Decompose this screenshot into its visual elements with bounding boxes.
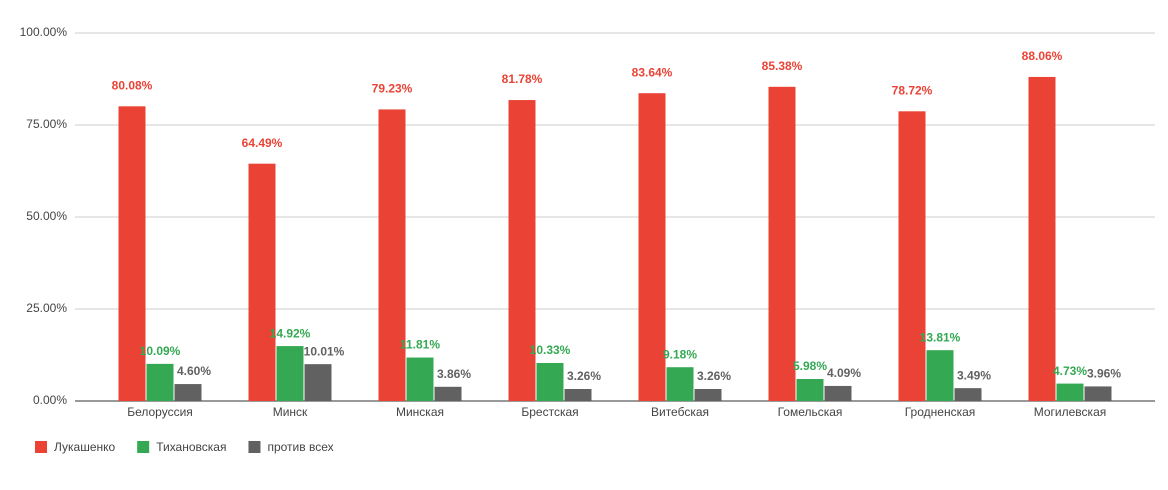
bar bbox=[666, 367, 694, 401]
bar bbox=[378, 109, 406, 402]
bar bbox=[898, 111, 926, 402]
data-label: 4.09% bbox=[827, 366, 861, 380]
bar bbox=[694, 389, 722, 401]
bar bbox=[248, 163, 276, 401]
bar bbox=[434, 386, 462, 401]
bar bbox=[508, 100, 536, 402]
data-label: 10.09% bbox=[140, 344, 181, 358]
y-tick-label: 25.00% bbox=[26, 301, 67, 315]
y-tick-label: 0.00% bbox=[33, 393, 67, 407]
bar bbox=[1028, 76, 1056, 401]
y-tick-label: 75.00% bbox=[26, 117, 67, 131]
legend-label: против всех bbox=[267, 440, 333, 454]
bar bbox=[276, 346, 304, 401]
bar bbox=[954, 388, 982, 401]
data-label: 88.06% bbox=[1022, 49, 1063, 63]
bar bbox=[1056, 383, 1084, 401]
data-label: 5.98% bbox=[793, 359, 827, 373]
bar bbox=[304, 364, 332, 401]
data-label: 64.49% bbox=[242, 136, 283, 150]
data-label: 4.73% bbox=[1053, 364, 1087, 378]
bar bbox=[118, 106, 146, 401]
bar bbox=[824, 385, 852, 401]
x-tick-label: Могилевская bbox=[1034, 405, 1107, 419]
bar bbox=[638, 93, 666, 401]
data-label: 13.81% bbox=[920, 330, 961, 344]
data-label: 4.60% bbox=[177, 364, 211, 378]
legend-swatch bbox=[137, 441, 150, 453]
x-tick-label: Витебская bbox=[651, 405, 709, 419]
bar bbox=[174, 384, 202, 401]
legend-label: Тихановская bbox=[156, 440, 226, 454]
data-label: 79.23% bbox=[372, 82, 413, 96]
x-tick-label: Белоруссия bbox=[127, 405, 193, 419]
bar bbox=[768, 86, 796, 401]
y-tick-label: 50.00% bbox=[26, 209, 67, 223]
data-label: 9.18% bbox=[663, 347, 697, 361]
data-label: 3.26% bbox=[697, 369, 731, 383]
legend-label: Лукашенко bbox=[54, 440, 116, 454]
bar bbox=[406, 357, 434, 401]
bar bbox=[146, 363, 174, 401]
data-label: 11.81% bbox=[400, 338, 440, 352]
bar bbox=[564, 389, 592, 401]
data-label: 14.92% bbox=[270, 326, 311, 340]
x-tick-label: Минск bbox=[273, 405, 308, 419]
data-label: 80.08% bbox=[112, 78, 153, 92]
y-tick-label: 100.00% bbox=[20, 25, 68, 39]
data-label: 3.96% bbox=[1087, 367, 1121, 381]
x-tick-label: Минская bbox=[396, 405, 444, 419]
data-label: 81.78% bbox=[502, 72, 543, 86]
x-tick-label: Гомельская bbox=[778, 405, 843, 419]
data-label: 3.49% bbox=[957, 368, 991, 382]
legend-swatch bbox=[248, 441, 261, 453]
bar bbox=[1084, 386, 1112, 401]
data-label: 10.01% bbox=[304, 344, 345, 358]
data-label: 3.26% bbox=[567, 369, 601, 383]
x-tick-label: Брестская bbox=[521, 405, 578, 419]
data-label: 3.86% bbox=[437, 367, 471, 381]
legend-swatch bbox=[35, 441, 47, 453]
bar bbox=[796, 378, 824, 401]
data-label: 85.38% bbox=[762, 59, 803, 73]
bar bbox=[536, 362, 564, 401]
data-label: 78.72% bbox=[892, 83, 933, 97]
x-tick-label: Гродненская bbox=[905, 405, 976, 419]
data-label: 10.33% bbox=[530, 343, 571, 357]
data-label: 83.64% bbox=[632, 65, 673, 79]
bar bbox=[926, 350, 954, 401]
